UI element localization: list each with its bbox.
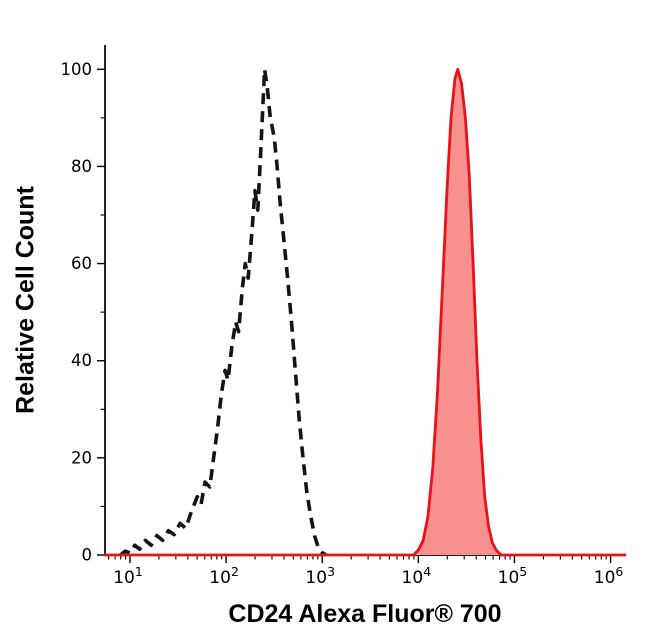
svg-text:20: 20 xyxy=(71,448,92,467)
svg-text:102: 102 xyxy=(209,564,239,588)
y-axis-ticks xyxy=(97,68,105,556)
red-filled-histogram-line xyxy=(103,67,627,557)
y-axis-tick-labels: 0 20 40 60 80 100 xyxy=(61,60,93,565)
svg-text:106: 106 xyxy=(594,564,624,588)
black-dashed-histogram-line xyxy=(119,67,328,557)
x-axis-tick-labels: 101 102 103 104 105 106 xyxy=(113,564,623,588)
svg-text:103: 103 xyxy=(305,564,335,588)
svg-text:105: 105 xyxy=(498,564,528,588)
y-axis-title: Relative Cell Count xyxy=(11,186,40,414)
x-axis-title: CD24 Alexa Fluor® 700 xyxy=(228,600,502,628)
svg-text:100: 100 xyxy=(61,60,93,79)
svg-text:0: 0 xyxy=(82,546,93,565)
svg-text:40: 40 xyxy=(71,351,92,370)
svg-text:104: 104 xyxy=(402,564,432,588)
red-filled-histogram-fill xyxy=(105,69,625,556)
svg-text:101: 101 xyxy=(113,564,143,588)
svg-text:60: 60 xyxy=(71,254,92,273)
svg-text:80: 80 xyxy=(71,157,92,176)
